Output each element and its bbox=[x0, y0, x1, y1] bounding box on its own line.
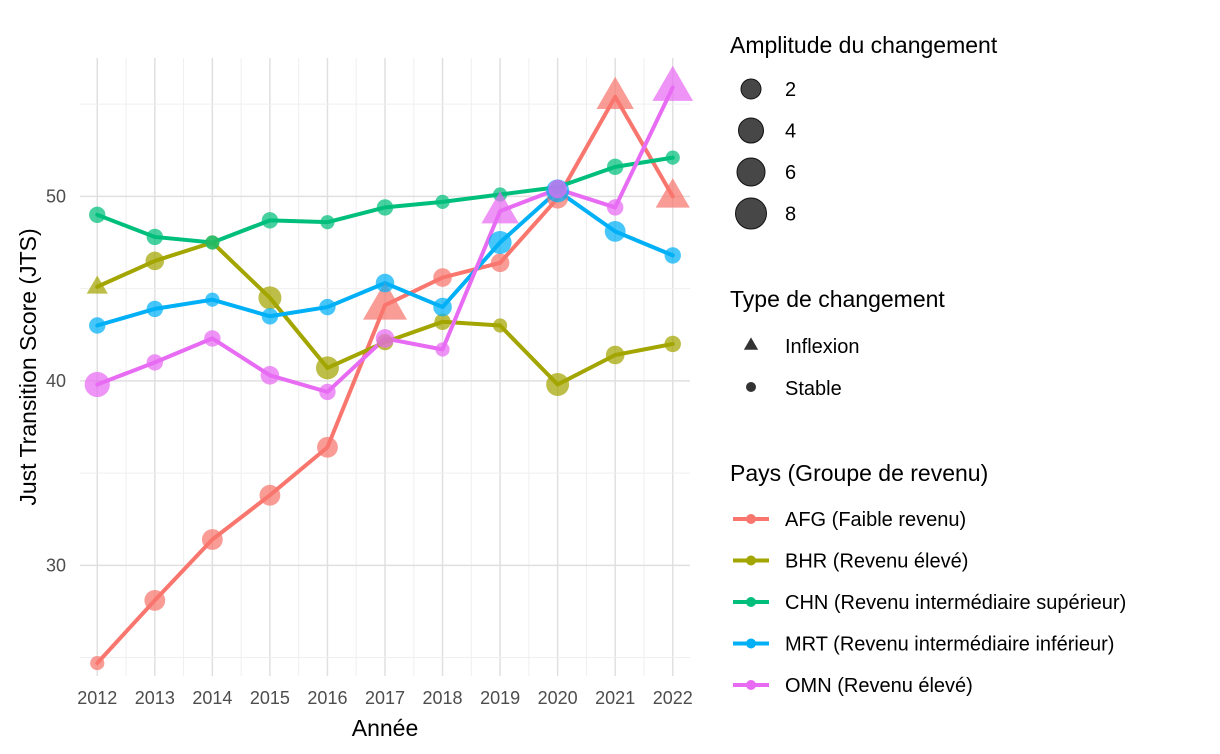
data-point bbox=[317, 436, 338, 458]
legend-color-label: CHN (Revenu intermédiaire supérieur) bbox=[785, 592, 1126, 614]
data-point bbox=[205, 235, 220, 250]
legend-size-circle bbox=[735, 197, 767, 230]
legend-shape-circle bbox=[746, 382, 756, 392]
data-point bbox=[319, 298, 336, 316]
x-tick-label: 2020 bbox=[538, 688, 578, 708]
data-point bbox=[664, 335, 681, 353]
y-axis-title: Just Transition Score (JTS) bbox=[15, 228, 41, 505]
data-points bbox=[84, 65, 694, 671]
data-point-inflexion bbox=[481, 191, 519, 224]
data-point bbox=[205, 292, 220, 307]
data-point bbox=[488, 230, 512, 254]
legend-color-dot bbox=[746, 555, 756, 566]
x-tick-label: 2013 bbox=[135, 688, 175, 708]
legend-shape-title: Type de changement bbox=[730, 286, 945, 312]
data-point bbox=[260, 366, 280, 385]
data-point bbox=[433, 268, 452, 287]
x-tick-label: 2018 bbox=[423, 688, 463, 708]
x-tick-label: 2017 bbox=[365, 688, 405, 708]
data-point bbox=[145, 251, 165, 271]
legend-size-label: 8 bbox=[785, 204, 796, 226]
data-point-inflexion bbox=[652, 65, 694, 101]
data-point bbox=[258, 286, 282, 310]
legend-size-label: 2 bbox=[785, 79, 796, 101]
data-point bbox=[146, 354, 164, 371]
x-axis-title: Année bbox=[352, 715, 419, 741]
data-point bbox=[492, 318, 508, 333]
data-point bbox=[146, 300, 164, 318]
legend-size-label: 4 bbox=[785, 121, 796, 143]
legend-color-dot bbox=[746, 680, 756, 690]
data-point bbox=[376, 199, 394, 216]
x-axis-ticks: 2012 2013 2014 2015 2016 2017 2018 2019 2020 2021… bbox=[77, 688, 693, 708]
data-point bbox=[604, 221, 626, 242]
legend-shape-triangle bbox=[743, 337, 759, 350]
x-tick-label: 2014 bbox=[192, 688, 232, 708]
legend-size-label: 6 bbox=[785, 162, 796, 184]
data-point bbox=[548, 179, 567, 199]
data-point bbox=[90, 655, 105, 671]
data-point bbox=[201, 529, 223, 550]
grid bbox=[80, 58, 690, 676]
data-point bbox=[546, 373, 570, 397]
legend: Amplitude du changement 2 4 6 8 Type de chang… bbox=[730, 32, 1126, 697]
legend-color-dot bbox=[746, 597, 756, 607]
data-point-inflexion bbox=[363, 281, 407, 320]
x-tick-label: 2022 bbox=[653, 688, 693, 708]
data-point bbox=[665, 150, 680, 165]
data-point bbox=[434, 313, 451, 331]
data-point bbox=[664, 247, 681, 264]
legend-size-title: Amplitude du changement bbox=[730, 32, 998, 58]
y-axis-ticks: 30 40 50 bbox=[46, 186, 66, 575]
data-point bbox=[259, 484, 281, 506]
data-point bbox=[144, 589, 166, 611]
legend-shape-label: Stable bbox=[785, 378, 842, 400]
data-point bbox=[84, 371, 110, 398]
data-point bbox=[89, 206, 106, 224]
data-point bbox=[261, 308, 279, 325]
legend-color-label: OMN (Revenu élevé) bbox=[785, 675, 973, 697]
x-tick-label: 2015 bbox=[250, 688, 290, 708]
data-point bbox=[146, 228, 164, 246]
x-tick-label: 2012 bbox=[77, 688, 117, 708]
data-point bbox=[204, 330, 221, 347]
legend-size-circle bbox=[736, 157, 766, 187]
data-point-inflexion bbox=[655, 178, 690, 208]
data-point bbox=[375, 329, 395, 348]
legend-color-dot bbox=[746, 514, 756, 524]
legend-color-dot bbox=[746, 638, 756, 649]
legend-shape-label: Inflexion bbox=[785, 336, 860, 358]
data-point bbox=[320, 215, 335, 230]
data-point bbox=[605, 345, 625, 365]
y-tick-label: 30 bbox=[46, 555, 66, 575]
x-tick-label: 2016 bbox=[307, 688, 347, 708]
data-point bbox=[606, 199, 624, 216]
legend-color-label: BHR (Revenu élevé) bbox=[785, 551, 968, 573]
y-tick-label: 50 bbox=[46, 186, 66, 206]
data-point-inflexion bbox=[596, 76, 634, 110]
data-point bbox=[375, 273, 395, 293]
legend-size-circle bbox=[738, 117, 764, 144]
data-point bbox=[606, 158, 624, 176]
y-tick-label: 40 bbox=[46, 371, 66, 391]
data-point bbox=[89, 317, 106, 334]
legend-color-title: Pays (Groupe de revenu) bbox=[730, 460, 988, 486]
data-point bbox=[319, 383, 336, 401]
x-tick-label: 2019 bbox=[480, 688, 520, 708]
legend-size-circle bbox=[740, 78, 762, 100]
legend-color-label: MRT (Revenu intermédiaire inférieur) bbox=[785, 634, 1114, 656]
data-point bbox=[490, 253, 510, 273]
legend-color-label: AFG (Faible revenu) bbox=[785, 509, 966, 531]
data-point bbox=[261, 212, 279, 229]
data-point bbox=[435, 194, 450, 209]
data-point bbox=[315, 356, 339, 380]
data-point bbox=[435, 342, 450, 357]
data-point-inflexion bbox=[86, 275, 108, 294]
data-point bbox=[433, 297, 452, 317]
x-tick-label: 2021 bbox=[595, 688, 635, 708]
